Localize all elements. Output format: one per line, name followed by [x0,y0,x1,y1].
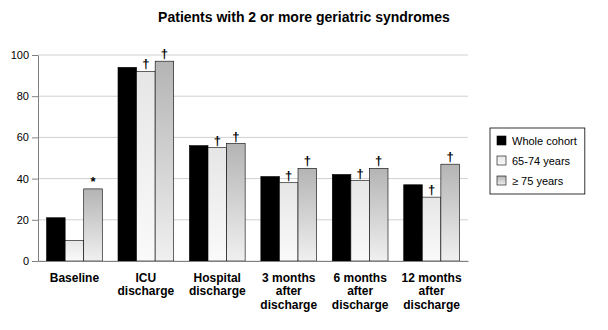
x-tick-label-line: after [419,284,445,298]
legend-label: ≥ 75 years [512,175,564,187]
y-tick-mark [32,179,38,180]
bar [65,240,84,261]
annotation: † [447,149,454,164]
y-tick-mark [32,220,38,221]
x-tick: Hospitaldischarge [189,261,246,298]
grid-line [38,137,468,138]
y-tick-mark [32,137,38,138]
y-tick-label: 40 [17,173,29,185]
bar [208,148,227,261]
x-tick-label-line: discharge [260,298,317,312]
x-tick-label-line: discharge [189,284,246,298]
y-tick-label: 100 [11,49,29,61]
x-axis: BaselineICUdischargeHospitaldischarge3 m… [39,261,469,312]
legend-box [490,128,585,194]
y-tick-label: 0 [23,255,29,267]
y-tick-label: 80 [17,90,29,102]
bar [441,164,460,261]
bar [298,168,317,261]
annotation: † [232,129,239,144]
x-tick-label-line: Hospital [194,271,241,285]
y-tick-mark [32,96,38,97]
y-tick: 80 [17,90,38,102]
bar [332,174,351,261]
bar [137,71,156,261]
x-tick-label-line: 6 months [333,271,387,285]
x-tick-label-line: discharge [332,298,389,312]
x-tick-label-line: 3 months [262,271,316,285]
bar [404,185,423,261]
bar [351,181,370,261]
x-tick-label: ICUdischarge [118,271,175,299]
annotation: † [375,153,382,168]
x-tick-label: Hospitaldischarge [189,271,246,299]
bar [155,61,174,261]
x-tick: 3 monthsafterdischarge [260,261,317,312]
y-tick: 0 [23,255,38,267]
annotation: † [428,182,435,197]
annotation: † [285,168,292,183]
y-tick: 100 [11,49,38,61]
grid-line [38,96,468,97]
y-tick-label: 20 [17,214,29,226]
annotation: † [142,56,149,71]
x-axis-line [39,261,469,262]
legend-swatch [497,156,506,165]
legend-label: Whole cohort [512,135,577,147]
y-tick-label: 60 [17,131,29,143]
x-tick-label: 12 monthsafterdischarge [402,271,462,313]
x-tick-label-line: discharge [403,298,460,312]
legend-label: 65-74 years [512,155,571,167]
y-tick-mark [32,55,38,56]
bar [118,67,137,261]
y-tick: 40 [17,173,38,185]
x-tick-label: 3 monthsafterdischarge [260,271,317,313]
legend-swatch [497,176,506,185]
x-tick-label: Baseline [50,271,100,285]
grid [38,55,468,261]
x-tick: 6 monthsafterdischarge [332,261,389,312]
bar [279,183,298,261]
bar [47,218,66,261]
bar [189,146,208,261]
grid-line [38,178,468,179]
bar [84,189,103,261]
x-tick-label-line: discharge [118,284,175,298]
title: Patients with 2 or more geriatric syndro… [158,9,450,25]
legend: Whole cohort 65-74 years ≥ 75 years [490,128,585,194]
bar [422,197,441,261]
annotation: † [161,46,168,61]
x-tick: Baseline [50,261,100,285]
x-tick-label: 6 monthsafterdischarge [332,271,389,313]
bars [47,61,460,261]
y-tick: 60 [17,131,38,143]
y-tick: 20 [17,214,38,226]
x-tick-label-line: after [276,284,302,298]
annotation: † [214,133,221,148]
annotation: † [304,153,311,168]
chart: Patients with 2 or more geriatric syndro… [0,0,608,330]
legend-swatch [497,136,506,145]
x-tick-label-line: after [347,284,373,298]
x-tick-label-line: ICU [136,271,157,285]
y-axis: 0 20 40 60 80 100 [11,49,39,267]
bar [369,168,388,261]
bar [261,177,280,261]
y-axis-line [38,56,39,262]
annotation: * [90,174,96,189]
annotation: † [357,166,364,181]
y-tick-mark [32,261,38,262]
x-tick-label-line: Baseline [50,271,100,285]
grid-line [38,55,468,56]
x-tick: ICUdischarge [118,261,175,298]
x-tick: 12 monthsafterdischarge [402,261,462,312]
plot: 020406080100BaselineICUdischargeHospital… [11,46,469,312]
annotations: * † † † † † † † † † † [90,46,453,197]
x-tick-label-line: 12 months [402,271,462,285]
bar [227,144,246,261]
